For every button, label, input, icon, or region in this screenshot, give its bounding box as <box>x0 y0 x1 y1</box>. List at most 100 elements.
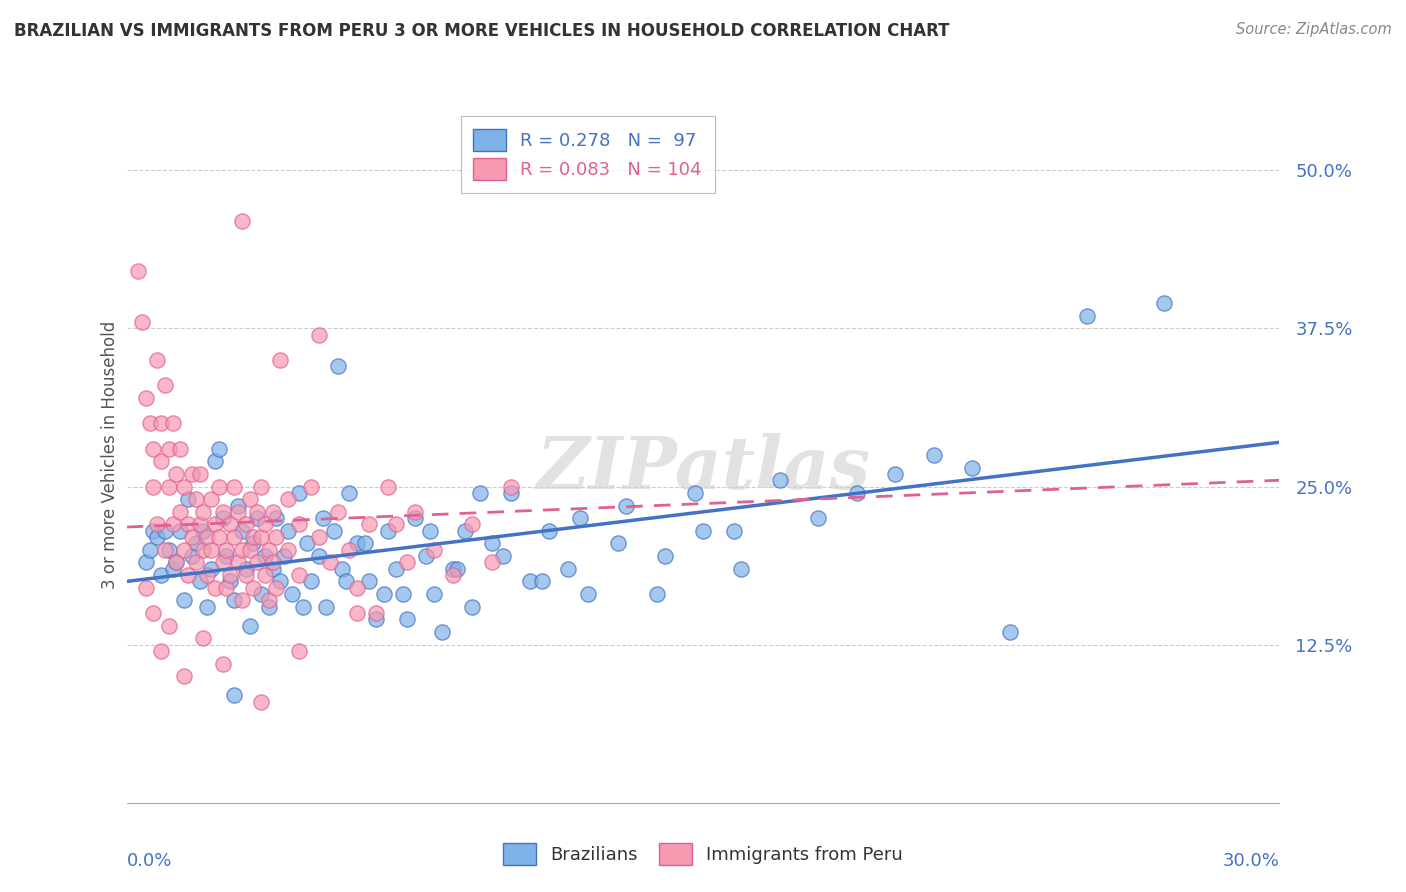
Point <box>315 599 337 614</box>
Point <box>250 695 273 709</box>
Point <box>146 517 169 532</box>
Point <box>173 542 195 557</box>
Point <box>645 587 668 601</box>
Point <box>277 492 299 507</box>
Point <box>219 574 242 589</box>
Point <box>692 524 714 538</box>
Point <box>292 599 315 614</box>
Point <box>330 562 353 576</box>
Point <box>235 562 257 576</box>
Point <box>208 530 231 544</box>
Point <box>231 214 253 228</box>
Point <box>224 688 246 702</box>
Point <box>319 556 342 570</box>
Point <box>576 587 599 601</box>
Point <box>288 486 311 500</box>
Point <box>150 644 173 658</box>
Point <box>308 549 330 563</box>
Point <box>242 536 264 550</box>
Point <box>269 574 291 589</box>
Point <box>481 536 503 550</box>
Point <box>481 556 503 570</box>
Point <box>257 542 280 557</box>
Point <box>157 442 180 456</box>
Point <box>219 568 242 582</box>
Point <box>685 486 707 500</box>
Point <box>195 599 218 614</box>
Point <box>392 587 415 601</box>
Point <box>177 517 200 532</box>
Point <box>366 606 388 620</box>
Point <box>1000 625 1022 640</box>
Point <box>224 530 246 544</box>
Y-axis label: 3 or more Vehicles in Household: 3 or more Vehicles in Household <box>101 321 120 589</box>
Point <box>242 530 264 544</box>
Point <box>162 417 184 431</box>
Point <box>807 511 830 525</box>
Point <box>461 517 484 532</box>
Point <box>288 568 311 582</box>
Point <box>277 542 299 557</box>
Point <box>346 536 368 550</box>
Point <box>184 556 207 570</box>
Point <box>353 536 375 550</box>
Point <box>423 542 446 557</box>
Point <box>299 479 322 493</box>
Text: Source: ZipAtlas.com: Source: ZipAtlas.com <box>1236 22 1392 37</box>
Point <box>188 574 211 589</box>
Point <box>150 454 173 468</box>
Point <box>384 562 406 576</box>
Point <box>253 568 276 582</box>
Legend: Brazilians, Immigrants from Peru: Brazilians, Immigrants from Peru <box>494 834 912 874</box>
Point <box>208 479 231 493</box>
Point <box>193 505 215 519</box>
Point <box>193 524 215 538</box>
Point <box>131 315 153 329</box>
Point <box>169 524 191 538</box>
Point <box>492 549 515 563</box>
Point <box>1153 296 1175 310</box>
Point <box>396 556 419 570</box>
Text: ZIPatlas: ZIPatlas <box>536 434 870 504</box>
Point <box>204 454 226 468</box>
Point <box>211 556 233 570</box>
Point <box>238 542 260 557</box>
Point <box>723 524 745 538</box>
Point <box>224 479 246 493</box>
Point <box>295 536 318 550</box>
Point <box>215 581 238 595</box>
Point <box>127 264 149 278</box>
Point <box>211 511 233 525</box>
Text: 0.0%: 0.0% <box>127 852 172 870</box>
Point <box>142 606 165 620</box>
Point <box>135 581 157 595</box>
Point <box>607 536 630 550</box>
Point <box>200 492 222 507</box>
Point <box>454 524 477 538</box>
Point <box>884 467 907 481</box>
Point <box>193 542 215 557</box>
Point <box>538 524 561 538</box>
Point <box>441 562 464 576</box>
Point <box>157 479 180 493</box>
Point <box>135 556 157 570</box>
Point <box>384 517 406 532</box>
Point <box>135 391 157 405</box>
Point <box>200 562 222 576</box>
Point <box>142 442 165 456</box>
Point <box>246 511 269 525</box>
Point <box>357 574 380 589</box>
Point <box>231 524 253 538</box>
Point <box>323 524 346 538</box>
Point <box>250 587 273 601</box>
Point <box>166 467 188 481</box>
Point <box>246 505 269 519</box>
Point <box>468 486 491 500</box>
Point <box>569 511 592 525</box>
Point <box>153 542 176 557</box>
Point <box>142 524 165 538</box>
Point <box>138 542 160 557</box>
Point <box>308 327 330 342</box>
Point <box>519 574 541 589</box>
Point <box>211 657 233 671</box>
